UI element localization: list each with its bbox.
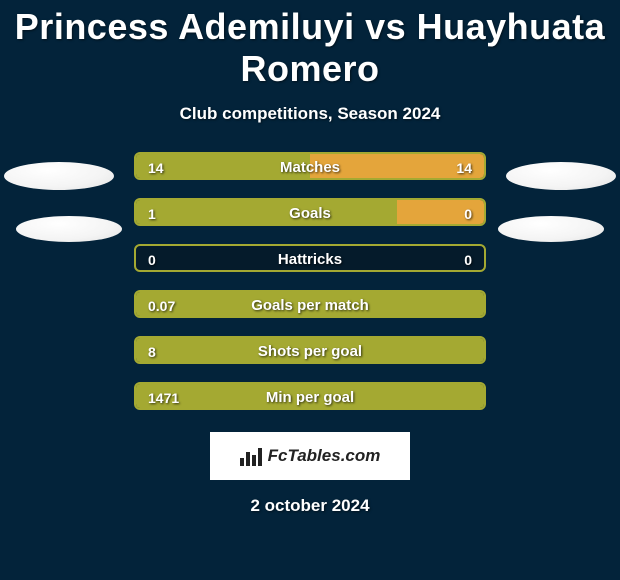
- source-banner: FcTables.com: [210, 432, 410, 480]
- stat-label: Min per goal: [136, 384, 484, 410]
- player-right-placeholder-mid: [498, 216, 604, 242]
- stat-row: 0.07Goals per match: [134, 290, 486, 318]
- page-subtitle: Club competitions, Season 2024: [0, 104, 620, 124]
- stat-row: 0Hattricks0: [134, 244, 486, 272]
- stat-value-right: 14: [456, 154, 472, 180]
- player-left-placeholder-mid: [16, 216, 122, 242]
- stat-label: Matches: [136, 154, 484, 180]
- stat-label: Shots per goal: [136, 338, 484, 364]
- player-left-placeholder-top: [4, 162, 114, 190]
- banner-text: FcTables.com: [268, 446, 381, 466]
- stat-row: 1Goals0: [134, 198, 486, 226]
- date-label: 2 october 2024: [0, 496, 620, 516]
- stat-bars-container: 14Matches141Goals00Hattricks00.07Goals p…: [134, 152, 486, 410]
- stat-label: Goals per match: [136, 292, 484, 318]
- comparison-stage: 14Matches141Goals00Hattricks00.07Goals p…: [0, 152, 620, 516]
- player-right-placeholder-top: [506, 162, 616, 190]
- banner-icon: [240, 446, 262, 466]
- stat-row: 1471Min per goal: [134, 382, 486, 410]
- stat-value-right: 0: [464, 200, 472, 226]
- stat-label: Goals: [136, 200, 484, 226]
- stat-value-right: 0: [464, 246, 472, 272]
- page-title: Princess Ademiluyi vs Huayhuata Romero: [0, 0, 620, 90]
- stat-label: Hattricks: [136, 246, 484, 272]
- stat-row: 14Matches14: [134, 152, 486, 180]
- stat-row: 8Shots per goal: [134, 336, 486, 364]
